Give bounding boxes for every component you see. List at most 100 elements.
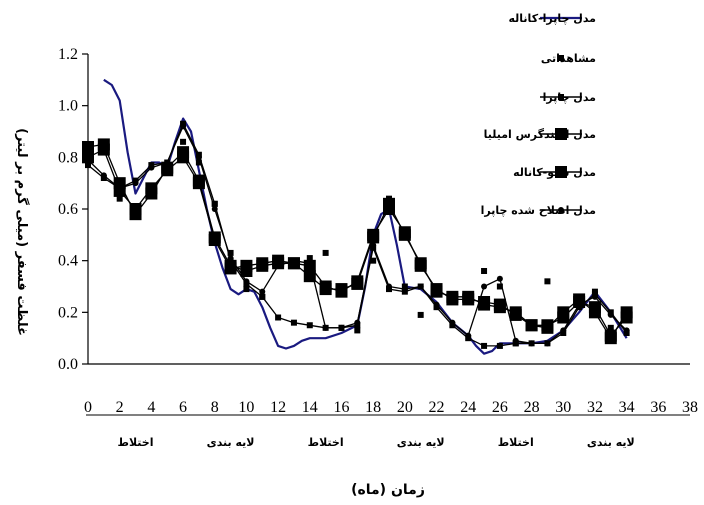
data-point xyxy=(496,283,503,290)
y-tick-label: 1.2 xyxy=(58,46,78,63)
x-tick-label: 8 xyxy=(211,399,219,416)
data-point xyxy=(496,275,503,282)
data-point xyxy=(306,255,313,262)
y-axis-ticks: 0.0 0.2 0.4 0.6 0.8 1.0 1.2 xyxy=(58,46,88,373)
data-point xyxy=(481,283,488,290)
y-tick-label: 0.0 xyxy=(58,356,78,373)
data-point xyxy=(192,177,205,190)
x-tick-label: 14 xyxy=(302,399,318,416)
period-label: لایه بندی xyxy=(397,436,445,449)
data-point xyxy=(512,337,519,344)
y-tick-label: 0.4 xyxy=(58,253,78,270)
data-point xyxy=(607,311,614,318)
data-point xyxy=(558,55,564,61)
data-point xyxy=(180,123,187,130)
data-point xyxy=(243,278,250,285)
data-point xyxy=(481,342,488,349)
data-point xyxy=(164,159,171,166)
legend-label: مدل سیو-کاناله xyxy=(513,166,596,179)
data-point xyxy=(177,151,190,164)
data-point xyxy=(208,234,221,246)
legend-label: مدل چاپرا xyxy=(543,91,596,104)
data-point xyxy=(367,228,380,241)
data-point xyxy=(558,207,564,213)
data-point xyxy=(496,342,503,349)
data-point xyxy=(544,278,551,285)
legend-label: مشاهداتی xyxy=(541,52,596,65)
data-point xyxy=(275,314,282,321)
data-point xyxy=(211,200,218,207)
x-tick-label: 24 xyxy=(460,399,476,416)
data-point xyxy=(85,156,91,163)
x-tick-label: 26 xyxy=(492,399,508,416)
data-point xyxy=(148,164,155,171)
data-point xyxy=(100,172,107,179)
data-point xyxy=(560,327,567,334)
series-2 xyxy=(85,120,630,349)
data-point xyxy=(544,340,551,347)
data-point xyxy=(116,195,123,202)
data-point xyxy=(383,203,395,215)
y-tick-label: 0.6 xyxy=(58,201,78,218)
x-tick-label: 28 xyxy=(524,399,540,416)
data-point xyxy=(620,311,633,324)
data-point xyxy=(97,143,110,156)
data-point xyxy=(224,262,237,275)
data-point xyxy=(227,249,234,256)
data-point xyxy=(259,293,266,300)
series-4 xyxy=(82,143,633,342)
data-point xyxy=(414,259,427,272)
x-tick-label: 18 xyxy=(365,399,381,416)
x-tick-label: 22 xyxy=(429,399,445,416)
data-point xyxy=(161,164,174,177)
data-point xyxy=(555,128,567,140)
data-point xyxy=(272,254,285,267)
data-point xyxy=(417,283,424,290)
data-point xyxy=(607,324,614,331)
data-point xyxy=(528,340,535,347)
data-point xyxy=(493,298,506,311)
x-tick-label: 0 xyxy=(84,399,92,416)
data-point xyxy=(306,260,313,267)
data-point xyxy=(243,286,250,293)
x-tick-label: 16 xyxy=(333,399,349,416)
data-point xyxy=(478,296,491,308)
x-tick-label: 20 xyxy=(397,399,413,416)
data-point xyxy=(446,293,459,306)
data-point xyxy=(319,280,332,293)
data-point xyxy=(509,308,522,321)
data-point xyxy=(116,185,123,192)
data-point xyxy=(558,94,564,100)
x-tick-label: 10 xyxy=(238,399,254,416)
data-point xyxy=(417,311,424,318)
data-point xyxy=(465,332,472,339)
data-point xyxy=(370,257,377,264)
data-point xyxy=(449,319,456,326)
x-tick-label: 34 xyxy=(619,399,635,416)
data-point xyxy=(290,257,297,264)
data-point xyxy=(591,293,598,300)
legend: مدل چاپرا-کاناله مشاهداتی مدل چاپرا مدل اسن… xyxy=(481,12,596,217)
data-point xyxy=(275,262,282,269)
x-axis-label: زمان (ماه) xyxy=(351,482,425,498)
data-point xyxy=(370,242,377,249)
x-tick-label: 6 xyxy=(179,399,187,416)
data-point xyxy=(322,249,329,256)
y-axis-label: غلظت فسفر (میلی گرم بر لیتر) xyxy=(14,128,30,336)
data-point xyxy=(557,311,570,324)
data-point xyxy=(129,203,142,215)
period-label: لایه بندی xyxy=(587,436,635,449)
data-point xyxy=(430,283,443,296)
data-point xyxy=(180,138,187,145)
x-tick-label: 38 xyxy=(682,399,698,416)
data-point xyxy=(623,327,630,334)
data-point xyxy=(195,159,202,166)
x-tick-label: 2 xyxy=(116,399,124,416)
y-tick-label: 0.2 xyxy=(58,304,78,321)
data-point xyxy=(240,259,253,272)
x-axis-ticks: 0 2 4 6 8 10 12 14 16 18 20 22 24 26 28 30 32 34 36 38 xyxy=(84,399,698,416)
series-line xyxy=(87,123,628,347)
y-tick-label: 1.0 xyxy=(58,98,78,115)
x-tick-label: 12 xyxy=(270,399,286,416)
